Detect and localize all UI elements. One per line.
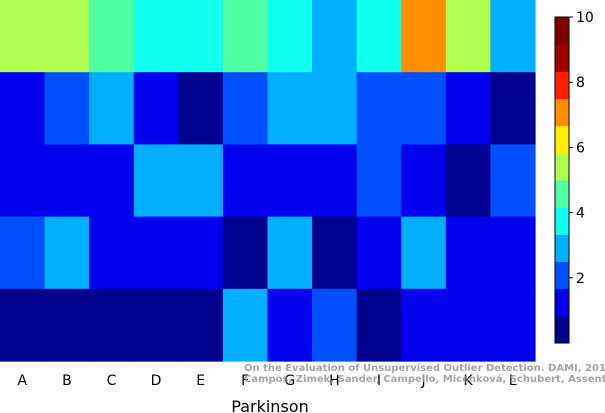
colorbar-segment-8 bbox=[555, 98, 569, 127]
heatmap-cell-E-4 bbox=[178, 216, 224, 290]
x-tick-C: C bbox=[107, 373, 117, 389]
heatmap-cell-E-5 bbox=[178, 288, 224, 362]
heatmap-cell-J-5 bbox=[401, 288, 447, 362]
heatmap-cell-H-2 bbox=[312, 72, 358, 145]
heatmap-cell-B-5 bbox=[44, 288, 90, 362]
colorbar-segment-10 bbox=[555, 44, 569, 72]
colorbar-segment-2 bbox=[555, 261, 569, 290]
heatmap-cell-E-3 bbox=[178, 144, 224, 218]
x-tick-B: B bbox=[62, 373, 72, 389]
colorbar-segment-0 bbox=[555, 315, 569, 344]
heatmap-cell-A-5 bbox=[0, 288, 46, 362]
heatmap-cell-H-3 bbox=[312, 144, 358, 218]
heatmap-cell-I-3 bbox=[356, 144, 402, 218]
heatmap-cell-I-4 bbox=[356, 216, 402, 290]
heatmap-cell-G-2 bbox=[267, 72, 313, 145]
heatmap-cell-K-5 bbox=[445, 288, 492, 362]
heatmap-cell-D-2 bbox=[133, 72, 179, 145]
heatmap-cell-A-2 bbox=[0, 72, 46, 145]
heatmap-cell-C-2 bbox=[89, 72, 135, 145]
heatmap-cell-A-3 bbox=[0, 144, 46, 218]
heatmap-cell-F-5 bbox=[222, 288, 269, 362]
watermark-line-2: Campos, Zimek, Sander, Campello, Micenko… bbox=[244, 373, 605, 385]
colorbar-frame bbox=[554, 16, 570, 344]
heatmap-cell-C-4 bbox=[89, 216, 135, 290]
x-tick-A: A bbox=[18, 373, 28, 389]
heatmap-cell-E-2 bbox=[178, 72, 224, 145]
colorbar-segment-7 bbox=[555, 125, 569, 154]
x-tick-H: H bbox=[329, 373, 340, 389]
watermark-line-1: On the Evaluation of Unsupervised Outlie… bbox=[244, 363, 605, 374]
colorbar-tick-8: 8 bbox=[576, 75, 585, 91]
heatmap-cell-C-3 bbox=[89, 144, 135, 218]
x-axis-label: Parkinson bbox=[231, 397, 308, 413]
heatmap-cell-F-4 bbox=[222, 216, 269, 290]
x-tick-J: J bbox=[420, 373, 425, 389]
heatmap-cell-F-2 bbox=[222, 72, 269, 145]
x-tick-K: K bbox=[464, 373, 474, 389]
heatmap-cell-C-1 bbox=[89, 0, 135, 73]
heatmap-cell-J-2 bbox=[401, 72, 447, 145]
heatmap-cell-L-2 bbox=[490, 72, 536, 145]
colorbar-segment-5 bbox=[555, 180, 569, 208]
heatmap-cell-G-5 bbox=[267, 288, 313, 362]
colorbar-segment-6 bbox=[555, 152, 569, 181]
colorbar-tick-4: 4 bbox=[576, 206, 585, 222]
heatmap-cell-D-1 bbox=[133, 0, 179, 73]
heatmap-cell-J-1 bbox=[401, 0, 447, 73]
heatmap-cell-I-5 bbox=[356, 288, 402, 362]
x-tick-L: L bbox=[509, 373, 517, 389]
colorbar-tick-labels: 2 4 6 8 10 bbox=[569, 10, 594, 287]
heatmap-cell-D-4 bbox=[133, 216, 179, 290]
x-tick-F: F bbox=[241, 373, 249, 389]
heatmap-cell-D-3 bbox=[133, 144, 179, 218]
heatmap-cell-B-1 bbox=[44, 0, 90, 73]
x-tick-D: D bbox=[151, 373, 162, 389]
heatmap-cell-K-1 bbox=[445, 0, 492, 73]
heatmap-cell-L-3 bbox=[490, 144, 536, 218]
heatmap-cell-B-2 bbox=[44, 72, 90, 145]
colorbar-segment-3 bbox=[555, 234, 569, 262]
heatmap-cell-I-2 bbox=[356, 72, 402, 145]
colorbar-segment-4 bbox=[555, 207, 569, 235]
heatmap-cell-H-1 bbox=[312, 0, 358, 73]
heatmap-cells bbox=[0, 0, 536, 362]
x-tick-E: E bbox=[196, 373, 205, 389]
heatmap-cell-A-4 bbox=[0, 216, 46, 290]
heatmap-cell-K-2 bbox=[445, 72, 492, 145]
heatmap-cell-G-1 bbox=[267, 0, 313, 73]
colorbar-segment-1 bbox=[555, 288, 569, 317]
heatmap-cell-F-3 bbox=[222, 144, 269, 218]
heatmap-cell-A-1 bbox=[0, 0, 46, 73]
heatmap-cell-I-1 bbox=[356, 0, 402, 73]
heatmap-cell-B-3 bbox=[44, 144, 90, 218]
x-tick-I: I bbox=[377, 373, 381, 389]
heatmap-cell-B-4 bbox=[44, 216, 90, 290]
heatmap-cell-D-5 bbox=[133, 288, 179, 362]
colorbar bbox=[554, 16, 570, 344]
heatmap-cell-G-4 bbox=[267, 216, 313, 290]
heatmap-cell-L-1 bbox=[490, 0, 536, 73]
heatmap-cell-H-5 bbox=[312, 288, 358, 362]
heatmap-cell-F-1 bbox=[222, 0, 269, 73]
x-tick-G: G bbox=[284, 373, 295, 389]
colorbar-segment-11 bbox=[555, 17, 569, 45]
heatmap-cell-E-1 bbox=[178, 0, 224, 73]
heatmap-cell-K-3 bbox=[445, 144, 492, 218]
colorbar-tick-10: 10 bbox=[576, 10, 594, 26]
heatmap-cell-L-5 bbox=[490, 288, 536, 362]
colorbar-tick-2: 2 bbox=[576, 271, 585, 287]
heatmap-cell-J-4 bbox=[401, 216, 447, 290]
colorbar-tick-6: 6 bbox=[576, 140, 585, 156]
colorbar-segment-9 bbox=[555, 71, 569, 99]
heatmap-cell-G-3 bbox=[267, 144, 313, 218]
heatmap-cell-K-4 bbox=[445, 216, 492, 290]
heatmap-cell-H-4 bbox=[312, 216, 358, 290]
heatmap-cell-J-3 bbox=[401, 144, 447, 218]
x-tick-labels: A B C D E F G H I J K L bbox=[18, 373, 517, 389]
heatmap-cell-L-4 bbox=[490, 216, 536, 290]
heatmap-cell-C-5 bbox=[89, 288, 135, 362]
